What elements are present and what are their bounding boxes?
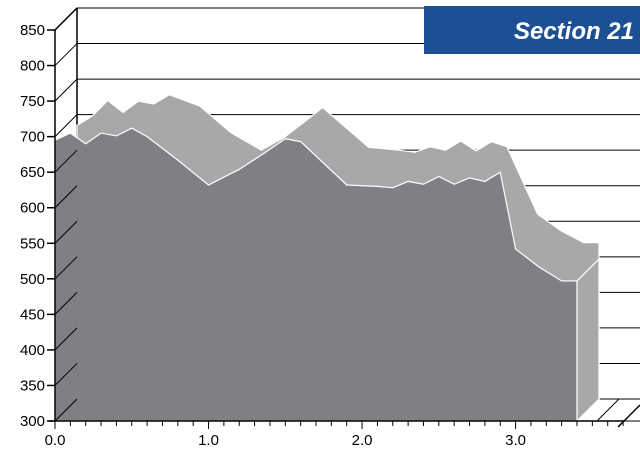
floor-corner-line (617, 404, 640, 428)
y-tick-label: 300 (20, 413, 45, 430)
y-tick-diagonal (54, 327, 78, 351)
y-tick-diagonal (54, 185, 78, 209)
area-layer (54, 94, 600, 423)
y-tick-label: 450 (20, 306, 45, 323)
y-tick-diagonal (54, 43, 78, 66)
y-tick-label: 400 (20, 342, 45, 359)
x-tick-label: 3.0 (505, 432, 526, 449)
y-tick-label: 550 (20, 235, 45, 252)
y-tick-label: 800 (20, 58, 45, 75)
floor-diagonal (596, 398, 620, 422)
y-tick-diagonal (54, 149, 78, 173)
axis-layer: 300 350 400 450 500 550 600 650 700 750 800 850 0.0 1… (20, 7, 625, 449)
section-banner: Section 21 (424, 6, 640, 54)
y-tick-diagonal (54, 78, 78, 102)
y-tick-diagonal (54, 256, 78, 280)
y-tick-diagonal (54, 114, 78, 137)
section-label: Section 21 (513, 18, 634, 45)
y-tick-label: 700 (20, 129, 45, 146)
series-side-face (576, 257, 600, 423)
y-tick-label: 600 (20, 200, 45, 217)
y-tick-label: 850 (20, 22, 45, 39)
y-tick-label: 500 (20, 271, 45, 288)
front-series-area (54, 127, 578, 422)
x-tick-label: 0.0 (45, 432, 66, 449)
y-tick-label: 350 (20, 377, 45, 394)
y-tick-diagonal (54, 363, 78, 386)
y-tick-diagonal (54, 398, 78, 422)
y-tick-diagonal (54, 7, 78, 31)
y-tick-label: 650 (20, 164, 45, 181)
y-tick-label: 750 (20, 93, 45, 110)
y-tick-diagonal (54, 292, 78, 315)
x-tick-label: 2.0 (352, 432, 373, 449)
x-tick-label: 1.0 (198, 432, 219, 449)
y-tick-diagonal (54, 220, 78, 244)
